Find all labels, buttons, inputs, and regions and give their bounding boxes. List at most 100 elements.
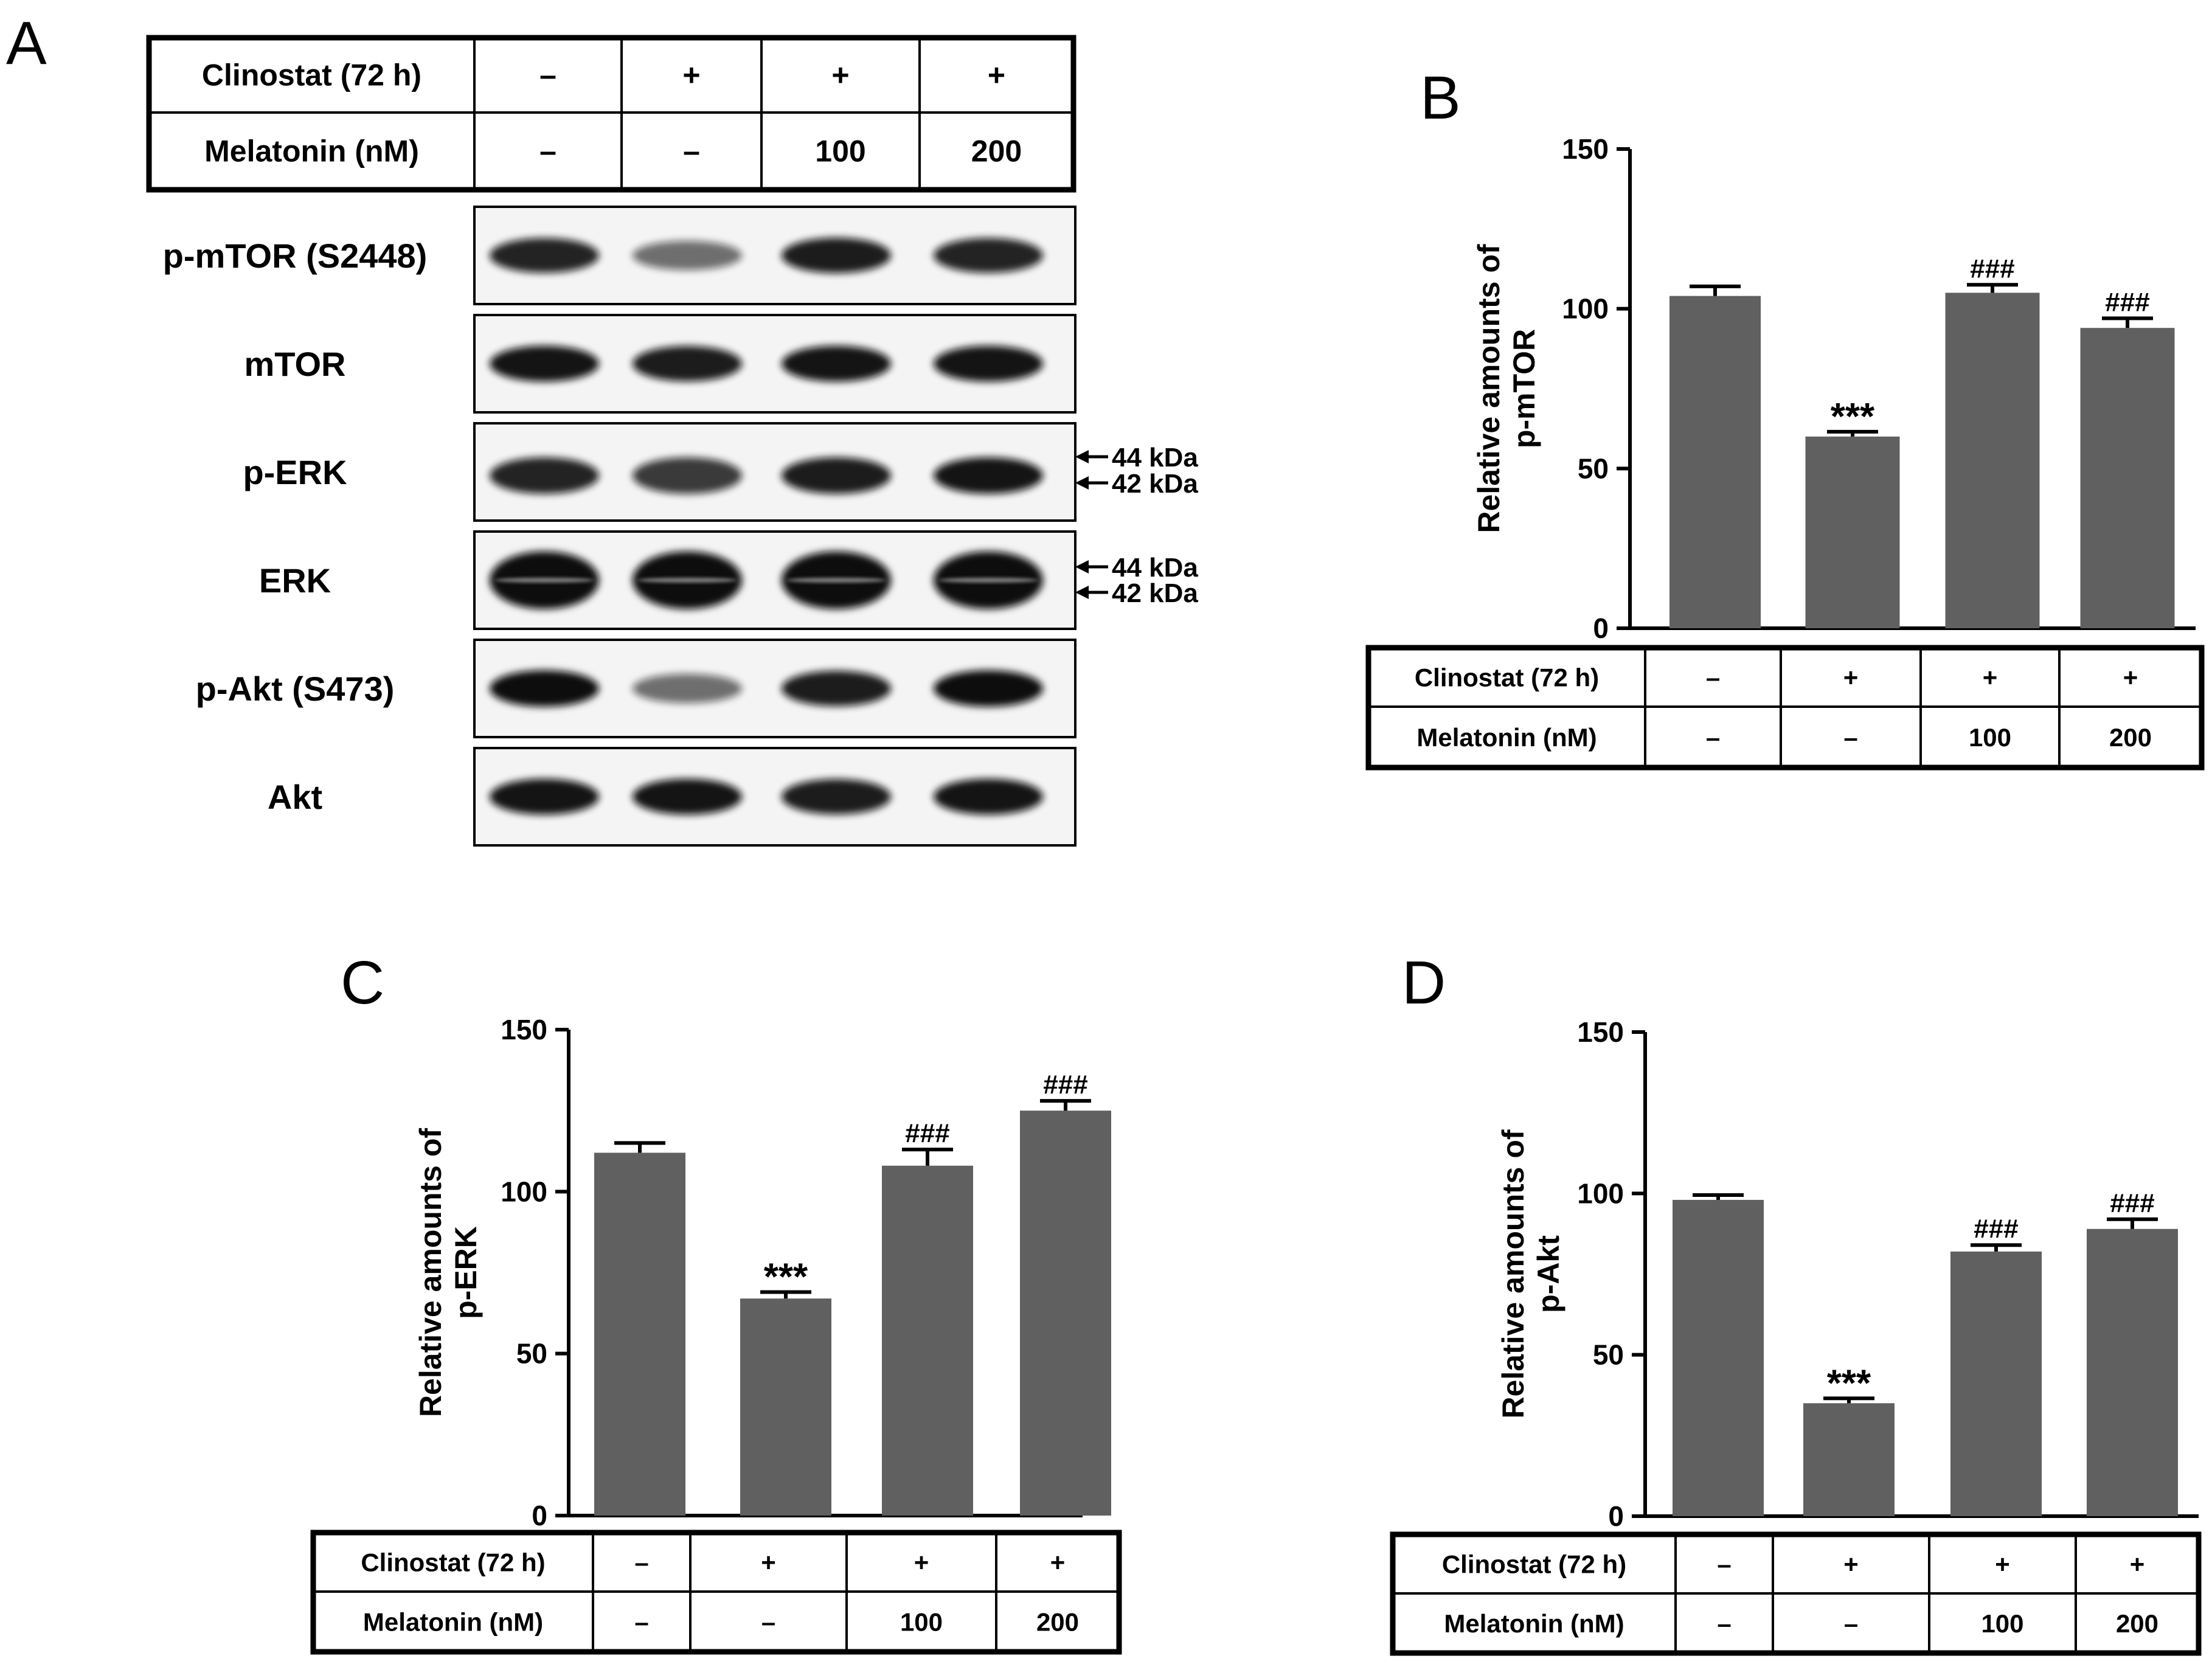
blot-band-gap xyxy=(637,578,737,583)
blot-band-gap xyxy=(494,578,594,583)
bar-group: ### xyxy=(882,1118,973,1516)
condition-table-cell: + xyxy=(914,1548,929,1577)
bar xyxy=(1803,1403,1895,1516)
significance-label: *** xyxy=(764,1256,808,1298)
condition-table-cell: 200 xyxy=(1036,1608,1079,1637)
y-axis-label-line-1: Relative amounts of xyxy=(1472,244,1506,533)
kda-marker: 42 kDa xyxy=(1075,469,1198,499)
y-tick-label: 0 xyxy=(1593,612,1609,644)
condition-table-row-label: Melatonin (nM) xyxy=(1416,723,1597,752)
condition-table-row-label: Clinostat (72 h) xyxy=(361,1548,545,1577)
blot-band xyxy=(782,457,891,494)
panel-a-condition-table: Clinostat (72 h) – + + + Melatonin (nM) – – 100 2… xyxy=(146,35,1077,193)
y-tick-label: 150 xyxy=(501,1014,547,1045)
panel-a-table-cell: + xyxy=(682,58,700,92)
bar xyxy=(594,1152,685,1516)
blot-band xyxy=(782,345,891,382)
bar-group: *** xyxy=(1803,1362,1895,1516)
y-tick-label: 50 xyxy=(516,1338,547,1370)
panel-letter: C xyxy=(341,949,384,1017)
panel-a-table-cell: + xyxy=(988,58,1005,92)
panel-a-western-blot: A Clinostat (72 h) – + + + Melatonin (nM) – – 10… xyxy=(6,9,1198,847)
bar xyxy=(882,1165,973,1516)
bar-group: ### xyxy=(1020,1070,1111,1516)
y-tick-label: 0 xyxy=(1608,1500,1624,1532)
condition-table-cell: – xyxy=(761,1608,775,1637)
condition-table-cell: – xyxy=(634,1608,648,1637)
blot-band xyxy=(490,457,599,494)
condition-table-cell: 200 xyxy=(2116,1609,2158,1638)
panel-a-table-cell: + xyxy=(831,58,849,92)
marker-arrowhead-icon xyxy=(1075,450,1089,463)
blot-band xyxy=(490,778,599,815)
blot-row: mTOR xyxy=(244,314,1077,414)
significance-label: ### xyxy=(1043,1070,1087,1100)
panel-a-letter: A xyxy=(6,9,47,77)
blot-band xyxy=(934,238,1043,273)
blot-band xyxy=(633,345,742,382)
y-axis-label-line-1: Relative amounts of xyxy=(1496,1129,1530,1418)
bar-group xyxy=(1673,1193,1764,1516)
significance-label: ### xyxy=(905,1118,949,1148)
blot-band xyxy=(782,778,891,815)
blot-row: p-Akt (S473) xyxy=(196,639,1077,738)
blot-label: ERK xyxy=(259,561,331,600)
marker-arrowhead-icon xyxy=(1075,560,1089,574)
condition-table: Clinostat (72 h) – + + + Melatonin (nM) – – 100 2… xyxy=(1365,645,2205,771)
y-tick-label: 150 xyxy=(1577,1016,1624,1048)
condition-table-row-label: Melatonin (nM) xyxy=(1444,1609,1624,1638)
condition-table-cell: + xyxy=(1983,664,1998,692)
marker-label: 42 kDa xyxy=(1112,578,1198,608)
condition-table-cell: – xyxy=(1717,1609,1731,1638)
significance-label: ### xyxy=(1970,254,2014,283)
bar-group: ### xyxy=(2087,1188,2178,1516)
marker-label: 44 kDa xyxy=(1112,553,1198,583)
panel-c-p-erk-chart: C 0 50 100 150 Relative amounts of p-ERK *** ###… xyxy=(310,949,1122,1655)
condition-table-cell: – xyxy=(1706,664,1720,692)
blot-band xyxy=(934,457,1043,494)
blot-band-gap xyxy=(938,578,1038,583)
condition-table-cell: + xyxy=(1843,664,1859,692)
condition-table-cell: 100 xyxy=(1981,1609,2023,1638)
blot-label: p-mTOR (S2448) xyxy=(163,237,428,275)
panel-a-table-cell: – xyxy=(539,134,556,168)
marker-arrowhead-icon xyxy=(1075,476,1089,490)
blot-band xyxy=(934,345,1043,382)
panel-letter: D xyxy=(1402,949,1446,1017)
y-axis-label-line-2: p-ERK xyxy=(449,1226,483,1319)
blot-band xyxy=(490,238,599,273)
blot-row: p-mTOR (S2448) xyxy=(163,206,1077,305)
blot-band xyxy=(633,673,742,704)
panel-d-p-akt-chart: D 0 50 100 150 Relative amounts of p-Akt *** ###… xyxy=(1390,949,2202,1656)
condition-table-cell: – xyxy=(1706,723,1720,752)
bar xyxy=(1950,1251,2042,1516)
kda-marker: 42 kDa xyxy=(1075,578,1198,608)
condition-table-cell: 100 xyxy=(1969,723,2011,752)
y-tick-label: 100 xyxy=(501,1176,547,1207)
y-tick-label: 100 xyxy=(1577,1177,1624,1209)
significance-label: ### xyxy=(1974,1214,2018,1244)
significance-label: ### xyxy=(2110,1188,2154,1218)
blot-band xyxy=(633,778,742,815)
marker-label: 44 kDa xyxy=(1112,443,1198,473)
blot-band xyxy=(633,457,742,494)
condition-table: Clinostat (72 h) – + + + Melatonin (nM) – – 100 2… xyxy=(310,1530,1122,1655)
significance-label: ### xyxy=(2105,287,2149,317)
panel-a-table-cell: 100 xyxy=(815,134,865,168)
condition-table-cell: – xyxy=(1844,1609,1858,1638)
bar xyxy=(1805,436,1900,628)
condition-table-row-label: Clinostat (72 h) xyxy=(1415,664,1599,692)
panel-b-p-mtor-chart: B 0 50 100 150 Relative amounts of p-mTOR *** ##… xyxy=(1365,64,2205,771)
bar-group: ### xyxy=(1945,254,2040,628)
condition-table-row-label: Melatonin (nM) xyxy=(363,1608,543,1637)
panel-a-table-row-label: Clinostat (72 h) xyxy=(202,58,421,92)
blot-label: p-Akt (S473) xyxy=(196,670,395,708)
panel-a-table-cell: – xyxy=(683,134,700,168)
bar-group: *** xyxy=(1805,396,1900,628)
bar-group xyxy=(1669,284,1761,628)
y-axis-label-line-2: p-Akt xyxy=(1531,1235,1565,1313)
condition-table-cell: – xyxy=(1843,723,1857,752)
condition-table-cell: + xyxy=(1843,1550,1859,1579)
